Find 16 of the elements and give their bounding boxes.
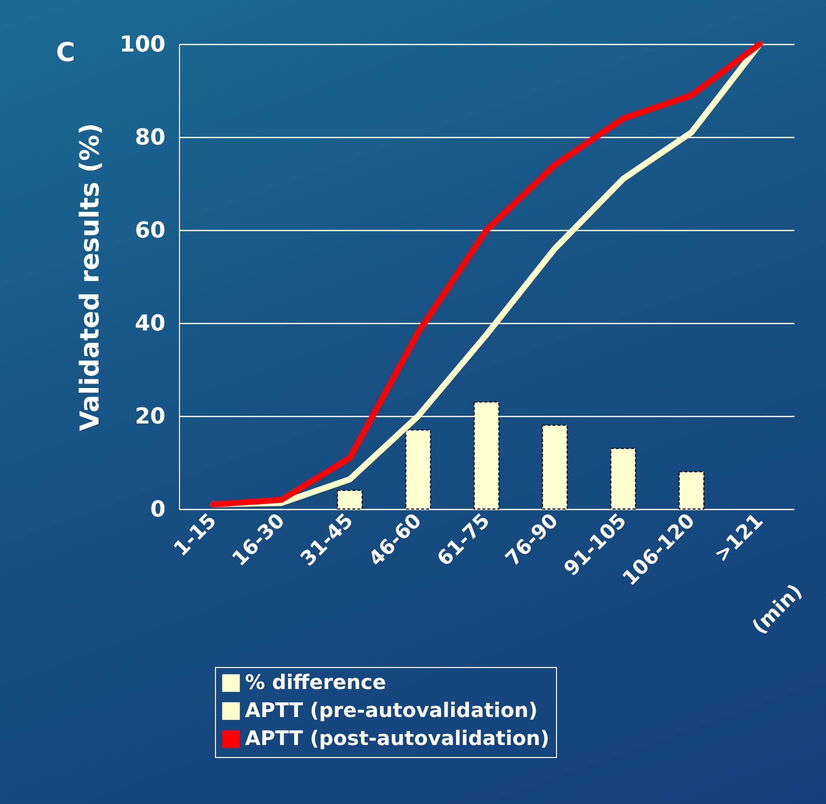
bar	[337, 490, 363, 510]
legend-label: % difference	[245, 670, 386, 694]
y-tick-label: 100	[120, 32, 166, 58]
y-axis-title: Validated results (%)	[76, 122, 106, 432]
bar	[610, 448, 636, 510]
y-tick-label: 40	[134, 312, 166, 336]
legend-label: APTT (pre-autovalidation)	[245, 698, 538, 722]
y-tick-label: 60	[134, 218, 166, 244]
bar	[678, 471, 704, 510]
y-tick-label: 80	[134, 126, 166, 150]
text: C	[56, 38, 76, 68]
y-tick-label: 0	[150, 498, 166, 522]
bar	[542, 424, 568, 510]
y-tick-label: 20	[134, 404, 166, 430]
legend-label: APTT (post-autovalidation)	[245, 726, 550, 750]
bar	[474, 402, 500, 510]
